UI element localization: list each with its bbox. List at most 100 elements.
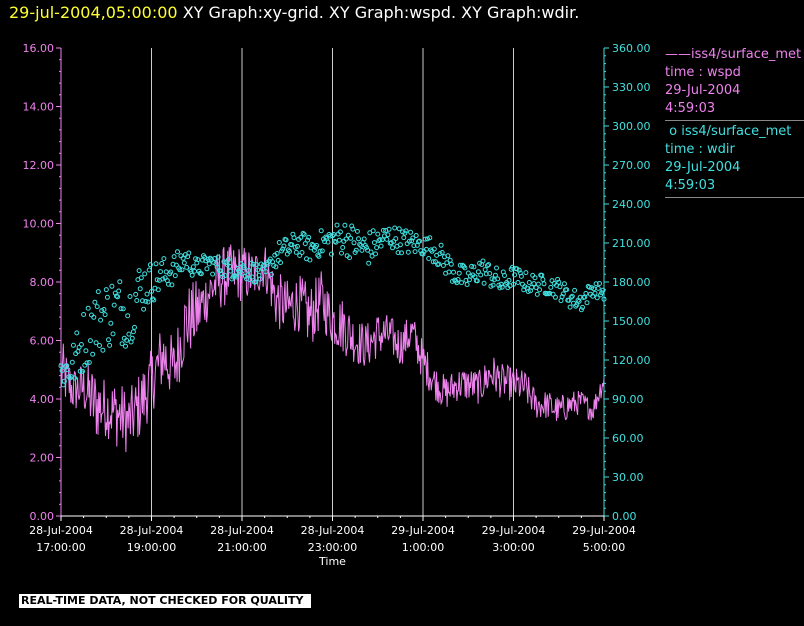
wdir-data-point — [293, 249, 299, 255]
wdir-data-point — [107, 342, 113, 348]
left-y-tick-label: 6.00 — [30, 335, 55, 348]
wdir-data-point — [77, 368, 83, 374]
left-y-tick-label: 4.00 — [30, 393, 55, 406]
wdir-data-point — [379, 237, 385, 243]
wdir-data-point — [427, 235, 433, 241]
wdir-data-point — [253, 279, 259, 285]
wdir-data-point — [109, 283, 115, 289]
wdir-data-point — [120, 306, 126, 312]
wdir-data-point — [512, 272, 518, 278]
wdir-data-point — [94, 304, 100, 310]
title-timestamp: 29-jul-2004,05:00:00 — [9, 3, 178, 22]
wdir-data-point — [325, 239, 331, 245]
wdir-data-point — [130, 329, 136, 335]
wdir-data-point — [181, 260, 187, 266]
wdir-data-point — [395, 250, 401, 256]
wdir-data-point — [495, 276, 501, 282]
wdir-data-point — [72, 375, 78, 381]
wdir-data-point — [417, 238, 423, 244]
wdir-data-point — [550, 291, 556, 297]
wdir-data-point — [594, 295, 600, 301]
wdir-data-point — [81, 312, 87, 317]
x-tick-date-label: 28-Jul-2004 — [120, 524, 184, 537]
wdir-data-point — [423, 246, 429, 252]
wdir-data-point — [572, 287, 578, 293]
wdir-data-point — [483, 271, 489, 277]
wdir-data-point — [150, 296, 156, 302]
wdir-data-point — [145, 299, 151, 305]
wdir-data-point — [124, 337, 130, 343]
wdir-data-point — [110, 331, 116, 337]
wdir-data-point — [257, 276, 263, 282]
wdir-data-point — [502, 273, 507, 278]
wdir-data-point — [328, 251, 334, 257]
wdir-data-point — [340, 245, 346, 250]
wdir-data-point — [154, 277, 160, 283]
wdir-data-point — [317, 248, 323, 254]
right-y-tick-label: 150.00 — [612, 315, 651, 328]
wdir-data-point — [475, 269, 481, 275]
wdir-data-point — [115, 294, 121, 300]
wdir-data-point — [359, 247, 365, 253]
wdir-data-point — [190, 264, 196, 270]
wdir-data-point — [478, 272, 484, 278]
wdir-data-point — [560, 291, 566, 297]
wdir-data-point — [532, 275, 538, 281]
wdir-data-point — [319, 248, 325, 254]
wdir-data-point — [444, 260, 450, 266]
wdir-data-point — [274, 251, 280, 256]
wdir-data-point — [161, 256, 167, 262]
wdir-data-point — [541, 281, 547, 287]
wdir-data-point — [555, 276, 561, 282]
wdir-data-point — [299, 250, 305, 255]
wdir-data-point — [438, 242, 444, 248]
wdir-data-point — [297, 253, 303, 258]
wdir-data-point — [456, 270, 462, 276]
wdir-data-point — [369, 253, 375, 259]
right-y-tick-label: 210.00 — [612, 237, 651, 250]
wdir-data-point — [469, 263, 475, 269]
wdir-data-point — [65, 367, 71, 373]
wdir-data-point — [336, 237, 342, 243]
wdir-data-point — [268, 272, 274, 277]
wdir-data-point — [534, 291, 540, 297]
wdir-data-point — [222, 273, 228, 278]
wdir-data-point — [351, 240, 357, 246]
wdir-data-point — [356, 236, 361, 242]
wdir-data-point — [309, 241, 315, 247]
wdir-data-point — [318, 228, 324, 234]
wdir-data-point — [287, 248, 292, 254]
wdir-data-point — [377, 237, 383, 243]
wdir-data-point — [102, 312, 108, 318]
wdir-data-point — [97, 343, 102, 348]
wdir-data-point — [198, 271, 204, 277]
wdir-data-point — [342, 222, 348, 228]
wdir-data-point — [265, 261, 271, 267]
wdir-data-point — [142, 271, 148, 277]
wdir-data-point — [420, 251, 426, 257]
wdir-data-point — [246, 267, 252, 273]
right-y-tick-label: 360.00 — [612, 42, 651, 55]
wdir-data-point — [440, 263, 446, 268]
x-tick-date-label: 29-Jul-2004 — [572, 524, 636, 537]
left-y-tick-label: 10.00 — [23, 218, 55, 231]
wdir-data-point — [158, 269, 163, 275]
wdir-data-point — [399, 250, 404, 256]
wdir-data-point — [140, 298, 145, 304]
wdir-data-point — [515, 280, 521, 285]
wdir-data-point — [235, 265, 240, 271]
wdir-data-point — [180, 255, 186, 261]
wdir-data-point — [506, 277, 512, 283]
wdir-data-point — [337, 229, 343, 235]
wdir-data-point — [100, 347, 106, 353]
wdir-data-point — [280, 246, 286, 252]
wdir-data-point — [316, 253, 322, 259]
wdir-data-point — [353, 247, 359, 253]
wdir-data-point — [371, 240, 377, 246]
wdir-data-point — [108, 320, 114, 326]
wdir-data-point — [465, 270, 471, 276]
wdir-data-point — [386, 226, 392, 232]
left-y-tick-label: 14.00 — [23, 101, 55, 114]
wdir-data-point — [584, 300, 590, 306]
wdir-data-point — [153, 261, 159, 267]
